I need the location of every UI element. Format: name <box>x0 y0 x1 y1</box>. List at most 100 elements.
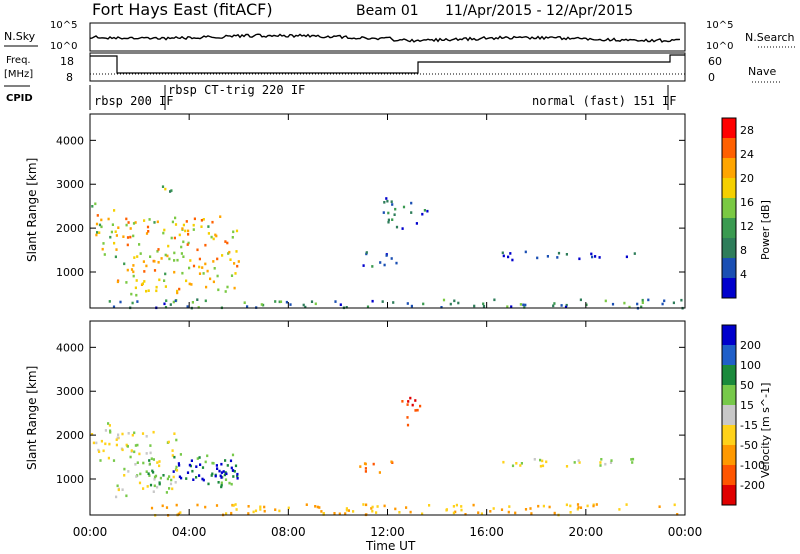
heatmap-cell <box>371 509 374 513</box>
heatmap-cell <box>524 303 527 307</box>
heatmap-cell <box>108 300 111 303</box>
colorbar-segment <box>722 258 736 279</box>
heatmap-cell <box>247 512 250 515</box>
heatmap-cell <box>161 504 164 508</box>
heatmap-cell <box>364 467 367 470</box>
heatmap-cell <box>164 285 167 288</box>
heatmap-cell <box>156 461 159 464</box>
heatmap-cell <box>100 439 103 443</box>
heatmap-cell <box>460 508 463 512</box>
heatmap-cell <box>579 506 583 509</box>
heatmap-cell <box>464 513 467 516</box>
x-tick-label: 04:00 <box>172 525 207 539</box>
heatmap-cell <box>142 461 145 465</box>
nave-label: Nave <box>748 65 776 78</box>
heatmap-cell <box>113 241 116 245</box>
heatmap-cell <box>173 259 176 262</box>
colorbar-segment <box>722 278 736 299</box>
heatmap-cell <box>362 503 365 506</box>
nsky-label: N.Sky <box>4 30 36 43</box>
heatmap-cell <box>553 511 556 515</box>
heatmap-cell <box>371 505 374 509</box>
heatmap-cell <box>212 260 215 263</box>
heatmap-cell <box>387 218 390 222</box>
heatmap-cell <box>226 285 229 289</box>
heatmap-cell <box>394 207 397 211</box>
heatmap-cell <box>428 504 431 507</box>
heatmap-cell <box>130 292 133 296</box>
heatmap-cell <box>577 506 580 509</box>
heatmap-cell <box>560 304 563 307</box>
heatmap-cell <box>569 511 572 514</box>
y-tick-label: 3000 <box>56 178 84 191</box>
heatmap-cell <box>147 472 150 475</box>
heatmap-cell <box>125 494 128 498</box>
heatmap-cell <box>161 185 165 188</box>
heatmap-cell <box>180 252 183 255</box>
heatmap-cell <box>631 461 634 464</box>
heatmap-cell <box>202 272 205 275</box>
heatmap-cell <box>279 300 283 303</box>
heatmap-cell <box>104 429 107 432</box>
heatmap-cell <box>259 508 262 511</box>
nsky-trace <box>89 33 681 43</box>
heatmap-cell <box>489 510 492 513</box>
heatmap-cell <box>414 409 417 412</box>
heatmap-cell <box>641 298 644 302</box>
heatmap-cell <box>480 512 483 515</box>
heatmap-cell <box>676 513 679 516</box>
heatmap-cell <box>156 220 159 224</box>
heatmap-cell <box>155 289 158 293</box>
heatmap-cell <box>109 429 112 433</box>
heatmap-cell <box>99 459 102 462</box>
heatmap-cell <box>162 474 165 477</box>
heatmap-cell <box>150 506 154 510</box>
heatmap-cell <box>132 222 136 225</box>
colorbar-segment <box>722 465 736 486</box>
heatmap-cell <box>110 230 113 234</box>
heatmap-cell <box>198 456 201 459</box>
x-tick-label: 16:00 <box>469 525 504 539</box>
heatmap-cell <box>228 250 231 254</box>
heatmap-cell <box>529 507 532 510</box>
heatmap-cell <box>157 248 160 251</box>
heatmap-cell <box>285 300 288 304</box>
heatmap-cell <box>610 459 613 462</box>
heatmap-cell <box>207 225 210 228</box>
heatmap-cell <box>145 435 148 438</box>
heatmap-cell <box>573 461 576 464</box>
heatmap-cell <box>216 467 219 470</box>
nsearch-tick-bottom: 10^0 <box>706 41 733 52</box>
heatmap-cell <box>231 503 234 507</box>
heatmap-cell <box>394 507 397 511</box>
heatmap-cell <box>217 481 220 484</box>
power-colorbar-label: Power [dB] <box>759 200 772 260</box>
heatmap-cell <box>623 301 626 305</box>
heatmap-cell <box>173 251 176 255</box>
heatmap-cell <box>133 450 136 454</box>
heatmap-cell <box>366 305 370 309</box>
heatmap-cell <box>539 458 542 462</box>
heatmap-cell <box>278 509 281 513</box>
heatmap-cell <box>171 454 174 457</box>
heatmap-cell <box>179 511 182 514</box>
heatmap-cell <box>153 478 156 481</box>
heatmap-cell <box>595 503 598 506</box>
heatmap-cell <box>500 508 504 511</box>
heatmap-cell <box>232 475 235 478</box>
heatmap-cell <box>421 212 424 216</box>
heatmap-cell <box>217 288 220 292</box>
heatmap-cell <box>541 459 544 463</box>
heatmap-cell <box>135 279 138 282</box>
heatmap-cell <box>215 504 219 507</box>
heatmap-cell <box>148 459 151 462</box>
heatmap-cell <box>247 505 250 508</box>
heatmap-cell <box>138 243 141 246</box>
heatmap-cell <box>225 472 228 476</box>
heatmap-cell <box>379 261 382 264</box>
heatmap-cell <box>134 286 137 290</box>
heatmap-cell <box>196 503 199 507</box>
heatmap-cell <box>182 255 185 258</box>
heatmap-cell <box>146 225 150 229</box>
colorbar-tick-label: 50 <box>740 379 754 392</box>
